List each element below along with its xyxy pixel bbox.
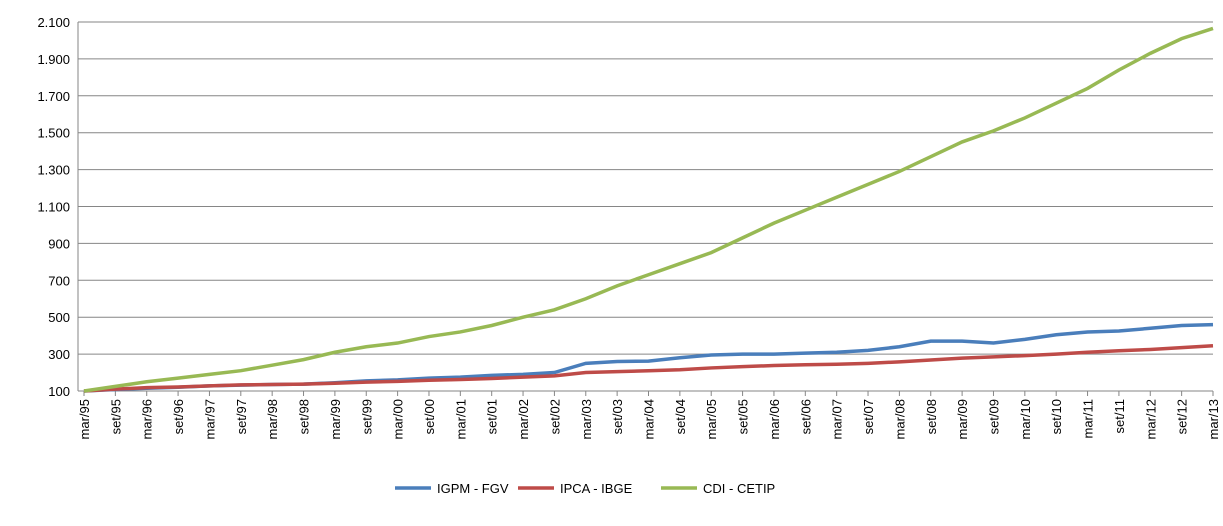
x-tick-label: set/00 — [422, 399, 437, 434]
series-line — [83, 344, 1214, 393]
y-tick-label: 1.700 — [37, 89, 70, 104]
x-tick-label: set/97 — [234, 399, 249, 434]
x-tick-label: set/01 — [485, 399, 500, 434]
x-tick-label: mar/04 — [642, 399, 657, 439]
series-line — [83, 26, 1214, 393]
series-line — [83, 322, 1214, 393]
y-tick-label: 1.500 — [37, 126, 70, 141]
x-tick-label: mar/97 — [202, 399, 217, 439]
y-tick-label: 1.300 — [37, 163, 70, 178]
x-tick-label: set/10 — [1049, 399, 1064, 434]
x-tick-label: set/04 — [673, 399, 688, 434]
x-tick-label: mar/05 — [704, 399, 719, 439]
x-tick-label: mar/08 — [892, 399, 907, 439]
x-tick-label: mar/03 — [579, 399, 594, 439]
y-tick-label: 500 — [48, 310, 70, 325]
x-tick-label: set/02 — [547, 399, 562, 434]
x-tick-label: set/09 — [986, 399, 1001, 434]
x-tick-label: set/95 — [108, 399, 123, 434]
x-tick-label: mar/09 — [955, 399, 970, 439]
x-tick-label: mar/10 — [1018, 399, 1033, 439]
x-tick-label: set/08 — [924, 399, 939, 434]
x-tick-label: set/07 — [861, 399, 876, 434]
x-tick-label: set/06 — [798, 399, 813, 434]
x-tick-label: set/05 — [736, 399, 751, 434]
y-tick-label: 1.100 — [37, 200, 70, 215]
x-tick-label: set/11 — [1112, 399, 1127, 433]
x-tick-label: mar/06 — [767, 399, 782, 439]
x-tick-label: set/03 — [610, 399, 625, 434]
x-tick-label: set/99 — [359, 399, 374, 434]
x-tick-label: mar/99 — [328, 399, 343, 439]
y-tick-label: 900 — [48, 236, 70, 251]
x-tick-label: mar/12 — [1143, 399, 1158, 439]
x-tick-label: mar/13 — [1206, 399, 1221, 439]
y-tick-label: 100 — [48, 384, 70, 399]
x-tick-label: mar/00 — [391, 399, 406, 439]
legend-label: CDI - CETIP — [703, 481, 775, 496]
y-tick-label: 2.100 — [37, 15, 70, 30]
y-tick-label: 1.900 — [37, 52, 70, 67]
y-tick-label: 300 — [48, 347, 70, 362]
y-tick-label: 700 — [48, 273, 70, 288]
x-tick-label: mar/96 — [140, 399, 155, 439]
x-tick-label: mar/07 — [830, 399, 845, 439]
legend-label: IPCA - IBGE — [560, 481, 633, 496]
x-tick-label: mar/01 — [453, 399, 468, 439]
x-tick-label: mar/02 — [516, 399, 531, 439]
x-tick-label: mar/98 — [265, 399, 280, 439]
x-tick-label: set/98 — [297, 399, 312, 434]
x-tick-label: mar/11 — [1081, 399, 1096, 439]
legend-label: IGPM - FGV — [437, 481, 509, 496]
x-tick-label: mar/95 — [77, 399, 92, 439]
x-tick-label: set/12 — [1175, 399, 1190, 434]
x-tick-label: set/96 — [171, 399, 186, 434]
